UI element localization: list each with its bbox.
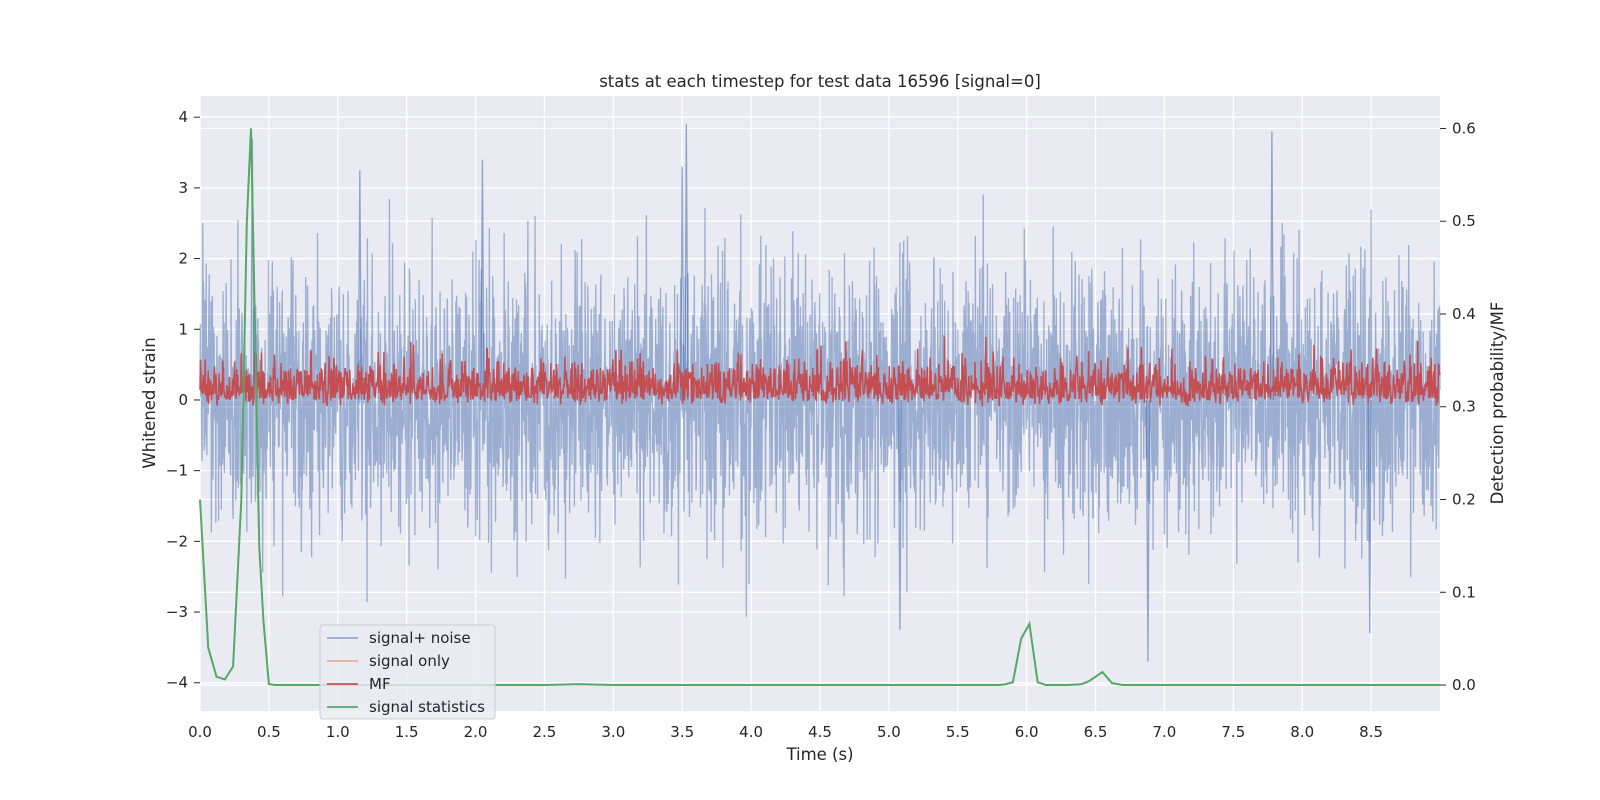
x-tick-label: 7.5 xyxy=(1221,723,1245,741)
y2-tick-label: 0.3 xyxy=(1452,398,1476,416)
y-tick-label: −2 xyxy=(166,532,188,550)
x-tick-label: 1.0 xyxy=(326,723,350,741)
legend-label-signal-noise: signal+ noise xyxy=(369,629,471,647)
signal-noise-peak xyxy=(250,138,255,400)
legend-label-mf: MF xyxy=(369,675,391,693)
x-tick-label: 4.5 xyxy=(808,723,832,741)
legend-label-signal-statistics: signal statistics xyxy=(369,698,485,716)
legend-box xyxy=(319,624,496,720)
x-tick-label: 2.0 xyxy=(464,723,488,741)
x-tick-label: 6.5 xyxy=(1084,723,1108,741)
y2-tick-label: 0.1 xyxy=(1452,583,1476,601)
signal-noise-peak xyxy=(357,170,362,400)
x-tick-label: 2.5 xyxy=(533,723,557,741)
y-tick-label: −1 xyxy=(166,462,188,480)
x-axis-label: Time (s) xyxy=(785,745,853,764)
y2-tick-label: 0.6 xyxy=(1452,119,1476,137)
y-tick-label: −4 xyxy=(166,674,188,692)
x-tick-label: 3.5 xyxy=(670,723,694,741)
y-tick-label: 1 xyxy=(178,320,188,338)
signal-noise-peak xyxy=(1367,399,1372,634)
signal-noise-peak xyxy=(680,166,685,400)
x-tick-label: 3.0 xyxy=(601,723,625,741)
signal-noise-peak xyxy=(684,124,689,400)
x-tick-label: 4.0 xyxy=(739,723,763,741)
y-tick-label: 2 xyxy=(178,250,188,268)
signal-statistics-line xyxy=(199,128,1440,687)
signal-noise-peak xyxy=(480,159,485,400)
y2-tick-label: 0.4 xyxy=(1452,305,1476,323)
axes: 0.0 0.5 1.0 1.5 2.0 2.5 3.0 3.5 4.0 4.5 5.0 5.5 6.0 6… xyxy=(166,108,1476,741)
x-tick-label: 1.5 xyxy=(395,723,419,741)
x-tick-label: 5.0 xyxy=(877,723,901,741)
y2-tick-label: 0.0 xyxy=(1452,676,1476,694)
y-tick-label: −3 xyxy=(166,603,188,621)
x-tick-label: 8.0 xyxy=(1290,723,1314,741)
y2-axis-label: Detection probability/MF xyxy=(1488,302,1507,505)
x-tick-label: 5.5 xyxy=(946,723,970,741)
signal-noise-peak xyxy=(1145,399,1151,662)
y-axis-label: Whitened strain xyxy=(140,337,159,468)
signal-noise-peak xyxy=(1269,131,1275,400)
mf-line xyxy=(199,336,1441,407)
x-tick-label: 6.0 xyxy=(1015,723,1039,741)
y2-tick-label: 0.5 xyxy=(1452,212,1476,230)
x-tick-label: 8.5 xyxy=(1359,723,1383,741)
y-tick-label: 3 xyxy=(178,179,188,197)
legend: signal+ noise signal only MF signal stat… xyxy=(319,624,496,720)
legend-label-signal-only: signal only xyxy=(369,652,450,670)
y-tick-label: 4 xyxy=(178,108,188,126)
x-tick-label: 7.0 xyxy=(1153,723,1177,741)
chart-title: stats at each timestep for test data 165… xyxy=(599,72,1041,91)
y-tick-label: 0 xyxy=(178,391,188,409)
x-tick-label: 0.0 xyxy=(188,723,212,741)
x-tick-label: 0.5 xyxy=(257,723,281,741)
y2-tick-label: 0.2 xyxy=(1452,491,1476,509)
data-layer xyxy=(199,124,1441,687)
